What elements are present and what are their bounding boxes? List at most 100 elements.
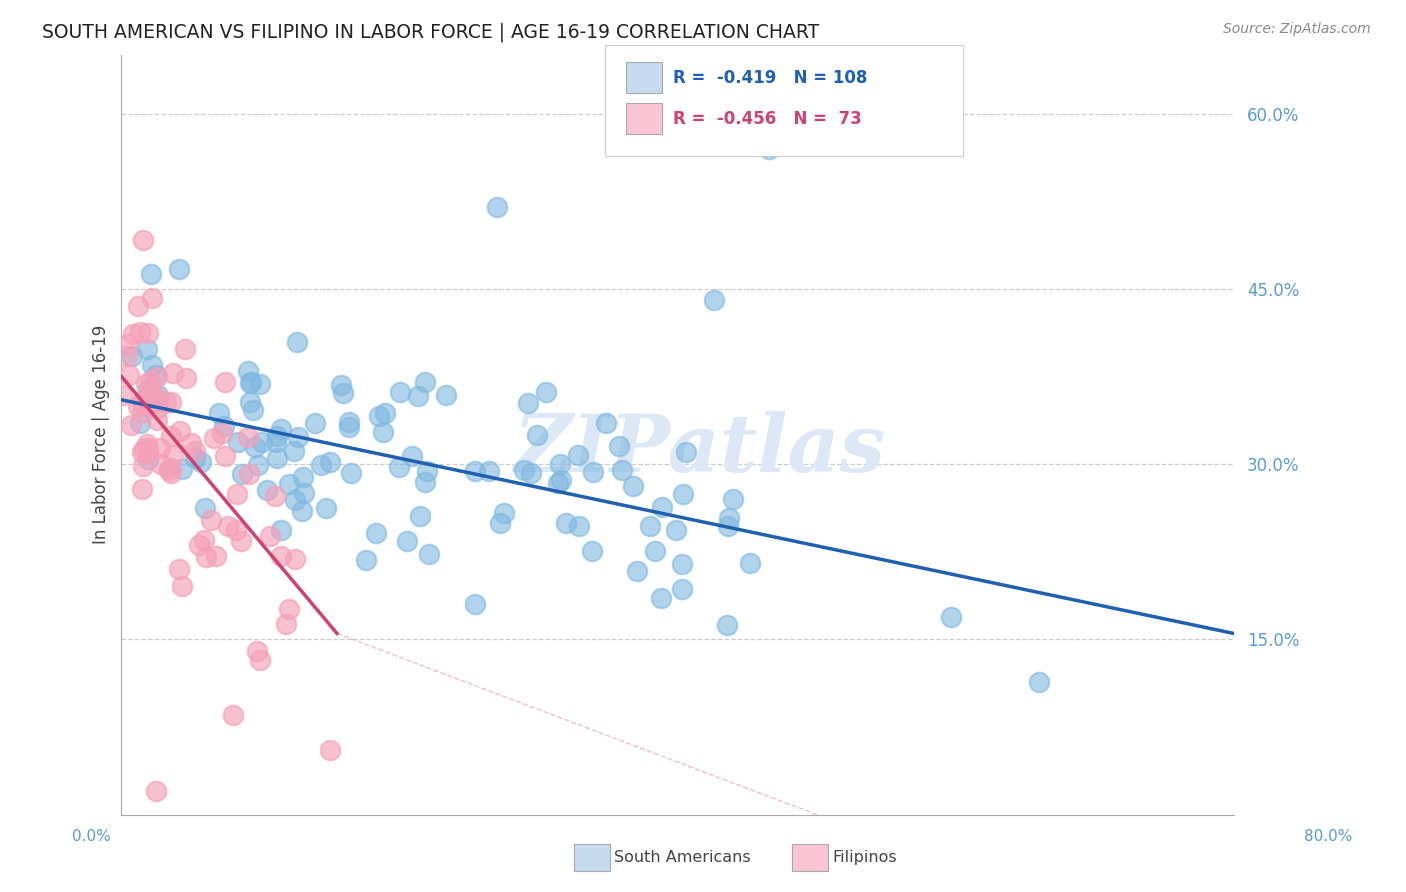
Point <box>238 467 260 481</box>
Point <box>115 349 138 363</box>
Point <box>214 449 236 463</box>
Point <box>488 516 510 530</box>
Point <box>374 406 396 420</box>
Point <box>283 493 305 508</box>
Point <box>486 200 509 214</box>
Point <box>127 299 149 313</box>
Point <box>675 445 697 459</box>
Text: SOUTH AMERICAN VS FILIPINO IN LABOR FORCE | AGE 16-19 CORRELATION CHART: SOUTH AMERICAN VS FILIPINO IN LABOR FORC… <box>42 22 820 42</box>
Point <box>162 366 184 380</box>
Point <box>388 384 411 399</box>
Point <box>718 511 741 525</box>
Point <box>464 597 486 611</box>
Point <box>1028 675 1050 690</box>
Point <box>136 342 159 356</box>
Point <box>131 483 153 497</box>
Point <box>193 533 215 547</box>
Point <box>184 451 207 466</box>
Point <box>225 486 247 500</box>
Point <box>162 448 184 462</box>
Point <box>136 446 159 460</box>
Point <box>141 358 163 372</box>
Point <box>283 443 305 458</box>
Point <box>148 442 170 456</box>
Point <box>284 552 307 566</box>
Point <box>406 389 429 403</box>
Point <box>415 464 437 478</box>
Point <box>650 591 672 605</box>
Point <box>413 475 436 489</box>
Point <box>146 388 169 402</box>
Point <box>132 398 155 412</box>
Point <box>738 556 761 570</box>
Point <box>434 388 457 402</box>
Point <box>139 375 162 389</box>
Point <box>146 401 169 415</box>
Y-axis label: In Labor Force | Age 16-19: In Labor Force | Age 16-19 <box>93 326 110 544</box>
Point <box>200 513 222 527</box>
Point <box>285 334 308 349</box>
Point <box>111 388 134 402</box>
Point <box>231 533 253 548</box>
Point <box>292 486 315 500</box>
Point <box>626 564 648 578</box>
Point <box>672 486 695 500</box>
Point <box>138 326 160 341</box>
Text: Source: ZipAtlas.com: Source: ZipAtlas.com <box>1223 22 1371 37</box>
Point <box>547 476 569 491</box>
Point <box>249 653 271 667</box>
Point <box>138 452 160 467</box>
Point <box>621 478 644 492</box>
Point <box>145 368 167 383</box>
Point <box>330 378 353 392</box>
Point <box>278 476 301 491</box>
Point <box>721 491 744 506</box>
Point <box>568 519 591 533</box>
Point <box>180 436 202 450</box>
Point <box>418 547 440 561</box>
Point <box>266 435 288 450</box>
Point <box>129 326 152 340</box>
Point <box>135 436 157 450</box>
Point <box>249 376 271 391</box>
Point <box>117 337 139 351</box>
Point <box>217 519 239 533</box>
Text: 80.0%: 80.0% <box>1305 830 1353 844</box>
Point <box>155 394 177 409</box>
Point <box>581 544 603 558</box>
Point <box>513 463 536 477</box>
Point <box>134 442 156 456</box>
Point <box>526 428 548 442</box>
Point <box>149 457 172 471</box>
Point <box>250 434 273 449</box>
Point <box>332 386 354 401</box>
Point <box>554 516 576 531</box>
Point <box>170 461 193 475</box>
Point <box>638 519 661 533</box>
Point <box>270 421 292 435</box>
Point <box>170 579 193 593</box>
Point <box>142 393 165 408</box>
Point <box>464 464 486 478</box>
Point <box>157 463 180 477</box>
Point <box>139 384 162 398</box>
Point <box>159 429 181 443</box>
Point <box>291 504 314 518</box>
Point <box>478 464 501 478</box>
Point <box>146 413 169 427</box>
Point <box>225 524 247 538</box>
Point <box>136 384 159 398</box>
Point <box>204 549 226 563</box>
Point <box>364 526 387 541</box>
Point <box>356 553 378 567</box>
Point <box>132 459 155 474</box>
Point <box>160 466 183 480</box>
Point <box>413 375 436 389</box>
Point <box>665 523 688 537</box>
Point <box>136 441 159 455</box>
Point <box>167 262 190 277</box>
Text: 0.0%: 0.0% <box>72 830 111 844</box>
Point <box>167 561 190 575</box>
Point <box>127 400 149 414</box>
Point <box>315 500 337 515</box>
